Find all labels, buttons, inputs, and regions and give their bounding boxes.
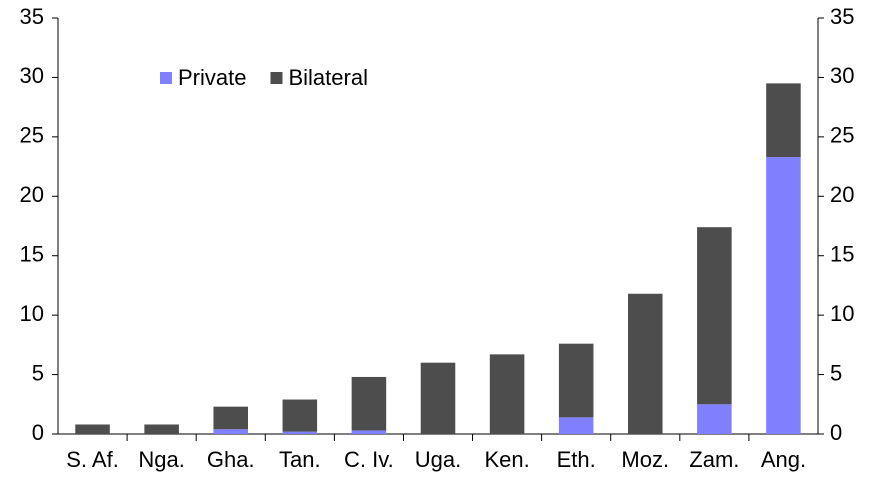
bar-segment	[282, 399, 318, 432]
x-tick-label: Ang.	[761, 447, 806, 472]
y-tick-label: 0	[32, 420, 44, 445]
legend-swatch	[270, 72, 283, 84]
bar-segment	[628, 293, 663, 434]
x-tick-label: Nga.	[138, 447, 184, 472]
x-tick-label: Moz.	[621, 447, 669, 472]
bar-segment	[489, 354, 525, 434]
x-tick-label: Zam.	[689, 447, 739, 472]
legend-label: Private	[178, 65, 246, 90]
bar-segment	[766, 83, 801, 158]
bar-segment	[697, 404, 732, 434]
y2-tick-label: 10	[830, 301, 854, 326]
bar-segment	[351, 376, 387, 431]
bar-segment	[144, 424, 179, 434]
y-tick-label: 10	[20, 301, 44, 326]
bar-segment	[75, 424, 110, 434]
y2-tick-label: 20	[830, 182, 854, 207]
y-tick-label: 35	[20, 4, 44, 29]
bar-segment	[697, 227, 732, 405]
x-tick-label: S. Af.	[66, 447, 119, 472]
y2-tick-label: 5	[830, 360, 842, 385]
y-tick-label: 5	[32, 360, 44, 385]
legend-label: Bilateral	[288, 65, 367, 90]
x-tick-label: Uga.	[415, 447, 461, 472]
y-tick-label: 15	[20, 242, 44, 267]
x-tick-label: Eth.	[557, 447, 596, 472]
bar-segment	[282, 431, 318, 434]
y-tick-label: 30	[20, 63, 44, 88]
legend-swatch	[160, 72, 172, 84]
bar-segment	[766, 157, 801, 434]
y-tick-label: 25	[20, 123, 44, 148]
bar-segment	[213, 406, 248, 430]
bar-segment	[420, 362, 456, 434]
x-tick-label: Tan.	[279, 447, 321, 472]
bar-segment	[558, 343, 594, 418]
x-tick-label: C. Iv.	[344, 447, 394, 472]
y-tick-label: 20	[20, 182, 44, 207]
x-tick-label: Ken.	[484, 447, 529, 472]
bar-segment	[558, 417, 594, 434]
y2-tick-label: 25	[830, 123, 854, 148]
y2-tick-label: 30	[830, 63, 854, 88]
x-tick-label: Gha.	[207, 447, 255, 472]
bar-segment	[213, 429, 248, 434]
y2-tick-label: 0	[830, 420, 842, 445]
y2-tick-label: 35	[830, 4, 854, 29]
bar-segment	[351, 430, 387, 434]
y2-tick-label: 15	[830, 242, 854, 267]
